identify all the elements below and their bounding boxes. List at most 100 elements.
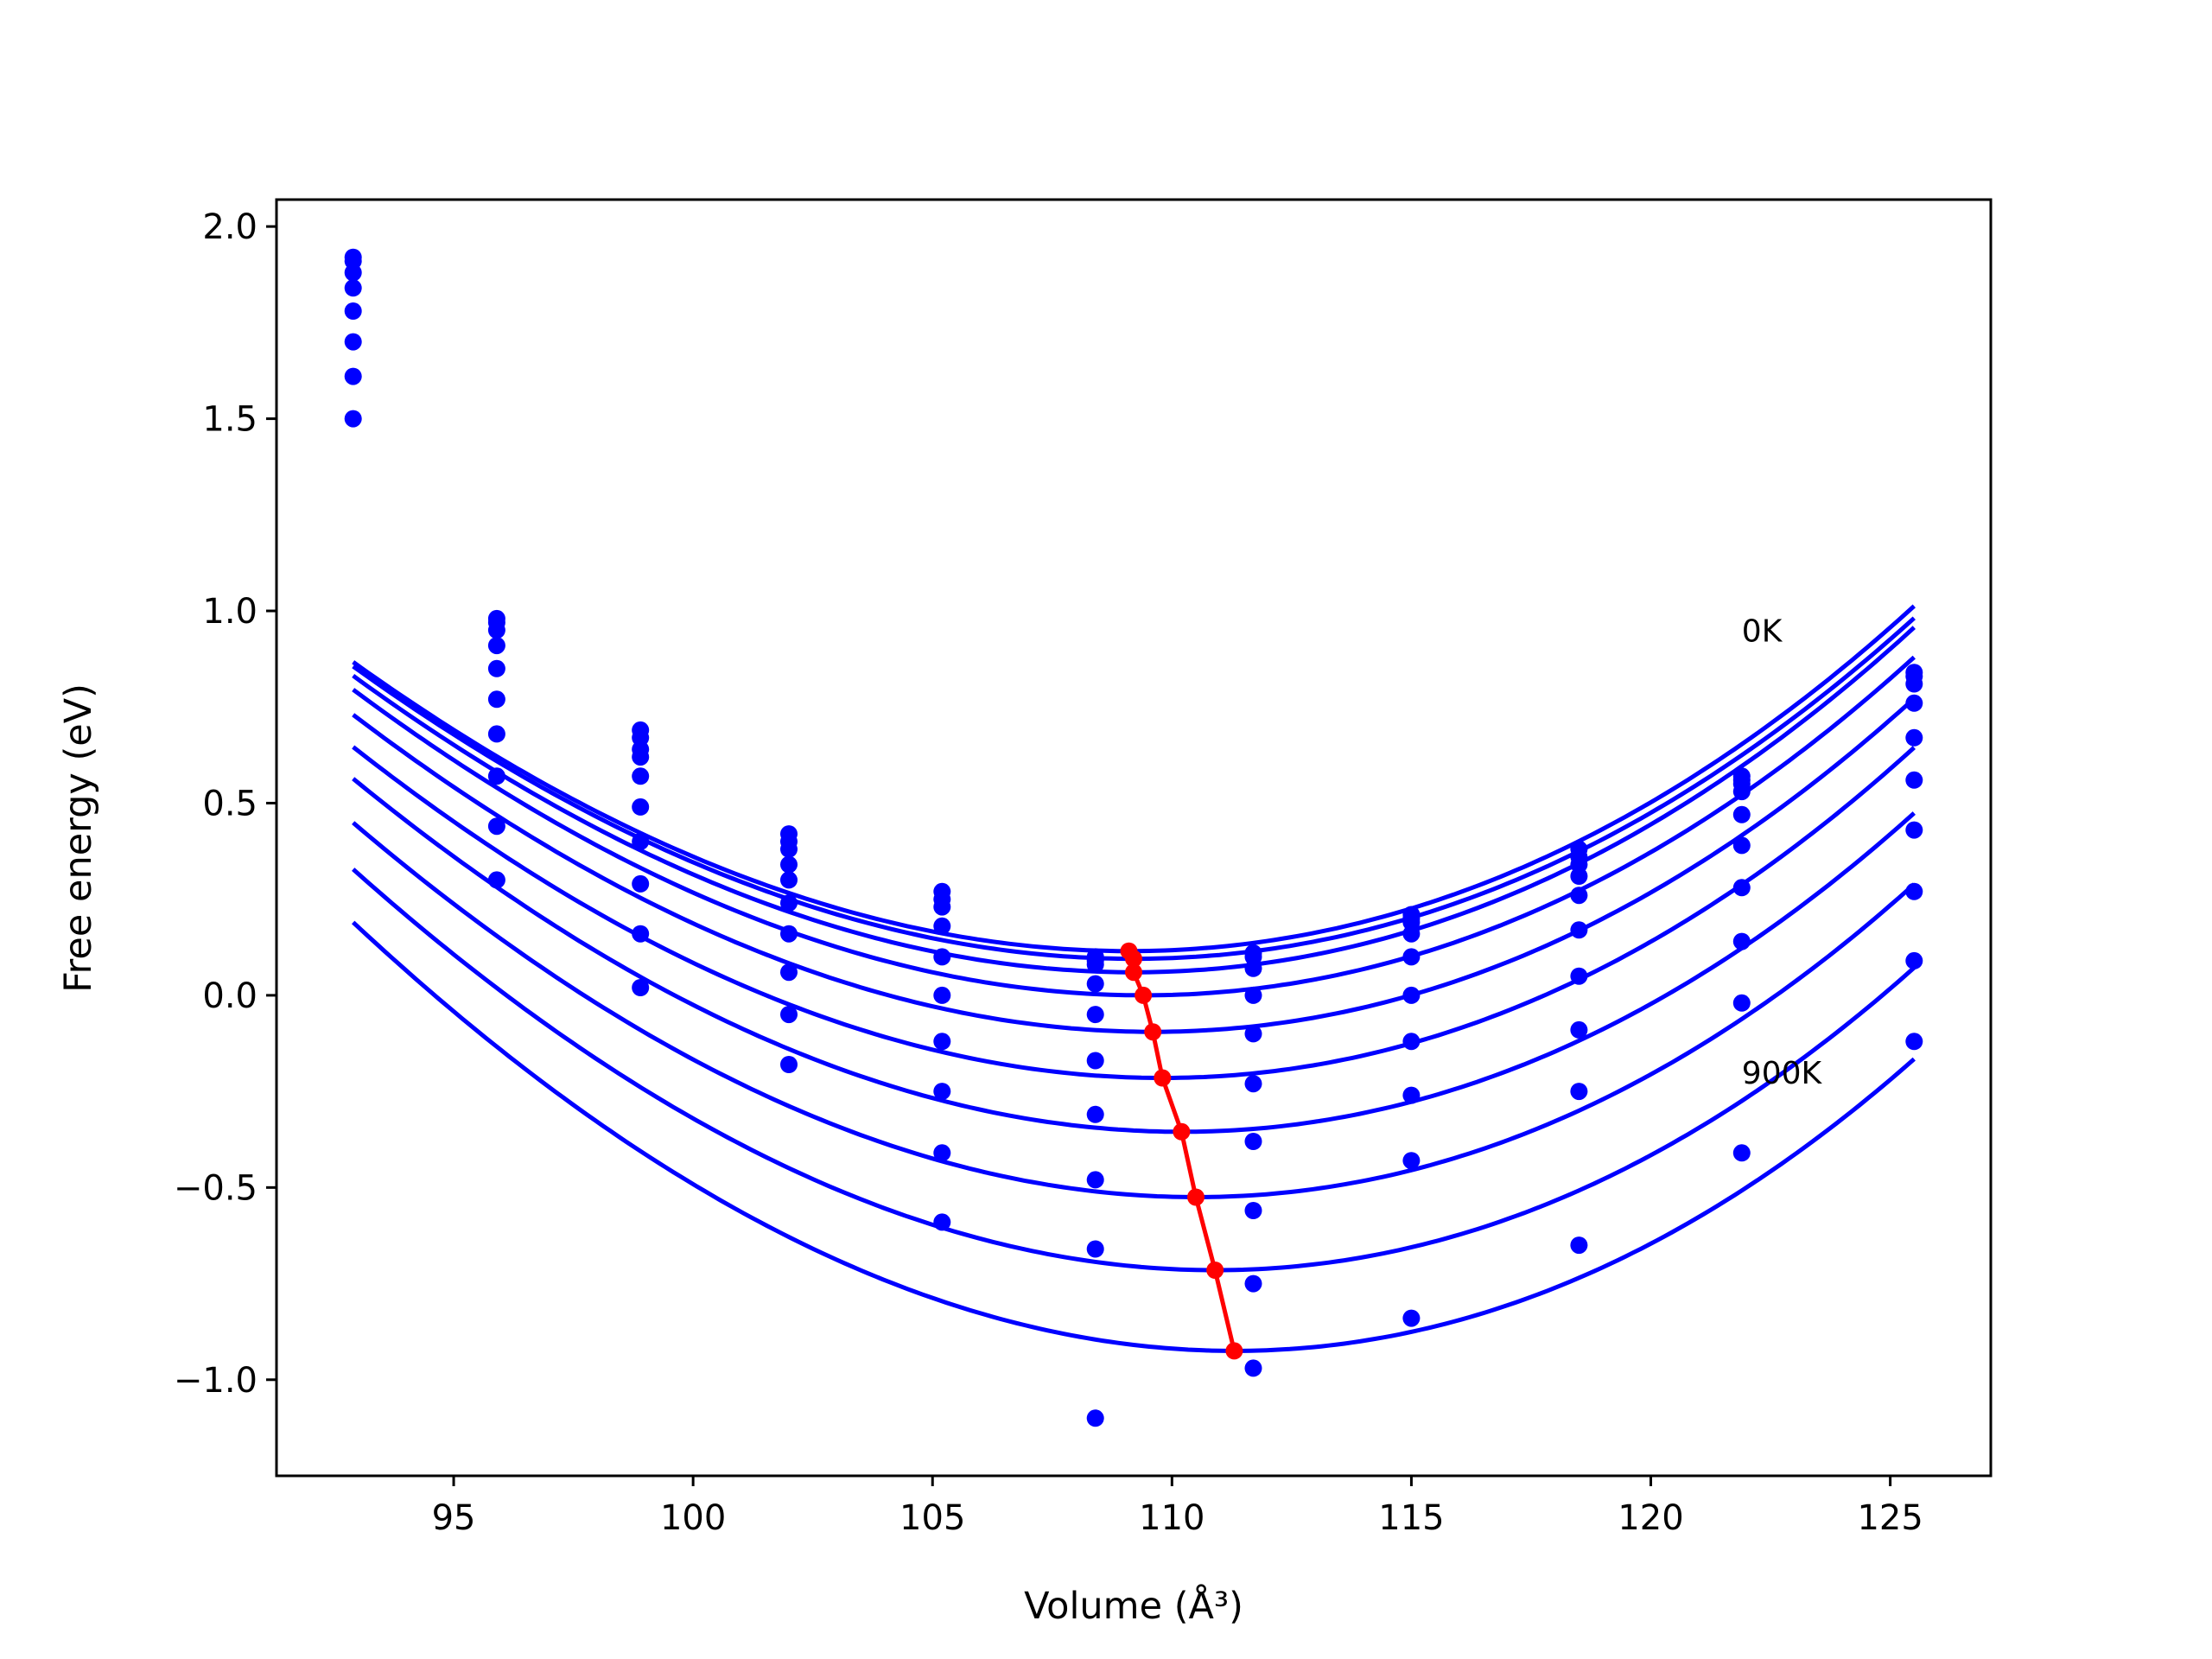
minimum-point — [1144, 1023, 1162, 1041]
data-point — [1086, 1171, 1104, 1189]
y-axis: −1.0 −0.5 0.0 0.5 1.0 1.5 2.0 — [174, 207, 276, 1401]
data-point — [933, 917, 951, 935]
data-point — [1905, 882, 1923, 900]
data-point — [933, 1083, 951, 1101]
data-point — [1402, 1033, 1421, 1051]
isotherm-points — [344, 248, 1923, 1427]
data-point — [1732, 1144, 1751, 1162]
isotherm-curve-8 — [352, 868, 1916, 1273]
y-tick-label: 2.0 — [202, 207, 257, 247]
data-point — [344, 367, 362, 385]
data-point — [780, 1056, 798, 1073]
data-point — [780, 963, 798, 982]
data-point — [487, 817, 505, 836]
minimum-path — [1120, 942, 1243, 1360]
x-tick-label: 115 — [1378, 1498, 1444, 1538]
y-tick-label: 0.0 — [202, 976, 257, 1016]
data-point — [1086, 1409, 1104, 1427]
minimum-point — [1154, 1069, 1172, 1087]
y-tick-label: 1.5 — [202, 400, 257, 440]
isotherm-curve-9 — [351, 920, 1916, 1353]
x-tick-label: 100 — [660, 1498, 726, 1538]
data-point — [1244, 986, 1262, 1004]
data-point — [1905, 821, 1923, 839]
data-point — [780, 894, 798, 912]
data-point — [632, 874, 650, 893]
data-point — [1244, 959, 1262, 977]
data-point — [344, 264, 362, 282]
isotherm-curve-5 — [352, 745, 1916, 1080]
minimum-point — [1187, 1188, 1205, 1206]
minimum-point — [1125, 963, 1142, 982]
annotation-900k: 900K — [1742, 1056, 1823, 1091]
data-point — [1732, 994, 1751, 1012]
data-point — [487, 637, 505, 655]
x-tick-label: 95 — [432, 1498, 476, 1538]
data-point — [1402, 986, 1421, 1004]
data-point — [1244, 1202, 1262, 1219]
x-tick-label: 125 — [1857, 1498, 1923, 1538]
data-point — [1086, 975, 1104, 993]
x-axis-label: Volume (Å³) — [1024, 1584, 1243, 1628]
data-point — [1570, 868, 1588, 885]
data-point — [1244, 1133, 1262, 1150]
data-point — [632, 925, 650, 943]
minimum-point — [1135, 986, 1153, 1004]
data-point — [1402, 925, 1421, 943]
data-point — [1905, 675, 1923, 693]
data-point — [1905, 1033, 1923, 1051]
data-point — [1086, 956, 1104, 974]
data-point — [933, 948, 951, 966]
data-point — [344, 333, 362, 351]
isotherm-curve-3 — [352, 655, 1916, 998]
data-point — [1732, 783, 1751, 801]
data-point — [1570, 921, 1588, 939]
plot-frame — [275, 198, 1993, 1478]
annotation-0k: 0K — [1742, 614, 1783, 650]
isotherm-curve-2 — [352, 626, 1916, 975]
data-point — [344, 279, 362, 297]
data-point — [487, 725, 505, 743]
data-point — [1905, 694, 1923, 712]
data-point — [1732, 805, 1751, 823]
data-point — [1905, 951, 1923, 969]
data-point — [1244, 1025, 1262, 1043]
isotherm-curve-7 — [352, 821, 1916, 1200]
data-point — [780, 855, 798, 874]
data-point — [1402, 1309, 1421, 1327]
minimum-point — [1125, 950, 1142, 968]
data-point — [933, 1033, 951, 1051]
data-point — [632, 798, 650, 816]
data-point — [1244, 1274, 1262, 1293]
data-point — [632, 748, 650, 766]
data-point — [487, 871, 505, 889]
data-point — [1402, 1086, 1421, 1104]
minimum-point — [1206, 1262, 1224, 1279]
data-point — [933, 898, 951, 916]
isotherm-curve-6 — [352, 777, 1916, 1135]
data-point — [1732, 879, 1751, 897]
data-point — [487, 690, 505, 709]
data-point — [933, 1213, 951, 1231]
data-point — [1570, 1020, 1588, 1039]
data-point — [632, 767, 650, 785]
data-point — [1086, 1006, 1104, 1024]
data-point — [344, 410, 362, 428]
data-point — [1732, 932, 1751, 950]
x-tick-label: 110 — [1139, 1498, 1205, 1538]
x-axis: 95 100 105 110 115 120 125 — [432, 1476, 1923, 1538]
data-point — [780, 840, 798, 858]
data-point — [1086, 1052, 1104, 1070]
data-point — [1732, 836, 1751, 855]
data-point — [487, 659, 505, 677]
x-tick-label: 120 — [1618, 1498, 1683, 1538]
y-tick-label: 1.0 — [202, 592, 257, 632]
minimum-path-line — [1127, 950, 1236, 1351]
isotherm-curve-4 — [352, 696, 1916, 1034]
data-point — [1570, 1083, 1588, 1101]
data-point — [1086, 1105, 1104, 1123]
data-point — [1570, 1236, 1588, 1255]
data-point — [1905, 771, 1923, 789]
y-axis-label: Free energy (eV) — [57, 683, 100, 993]
